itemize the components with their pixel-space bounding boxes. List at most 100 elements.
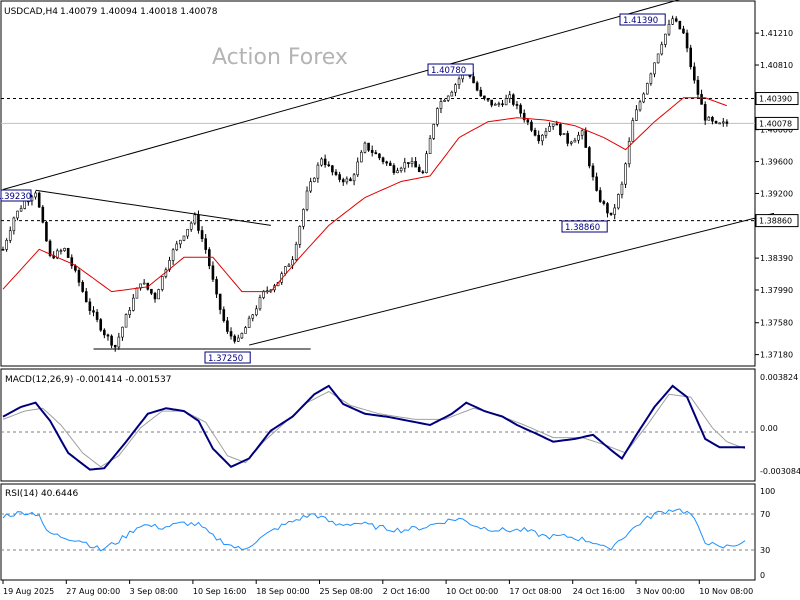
level-price-label: 1.40390 — [759, 95, 792, 104]
candle-body — [233, 335, 236, 342]
candle-body — [627, 141, 631, 165]
candle-body — [360, 151, 363, 163]
candle-body — [645, 83, 649, 95]
candle-body — [34, 192, 37, 198]
candle-body — [66, 248, 70, 258]
candle-body — [70, 257, 74, 267]
candle-body — [555, 123, 559, 126]
downtrend-line — [35, 189, 271, 226]
price-panel: USDCAD,H4 1.40079 1.40094 1.40018 1.4007… — [0, 0, 799, 367]
candle-body — [410, 161, 414, 164]
rsi-line — [2, 508, 746, 552]
candle-body — [617, 194, 620, 209]
price-tick-label: 1.38390 — [760, 254, 793, 263]
candle-body — [457, 78, 461, 86]
candle-body — [613, 207, 616, 215]
candle-body — [606, 203, 609, 214]
price-annotation-label: 1.37250 — [208, 354, 243, 364]
candle-body — [541, 134, 544, 142]
candle-body — [12, 217, 16, 232]
candle-body — [602, 201, 606, 204]
candle-body — [103, 329, 106, 336]
candle-body — [671, 18, 674, 25]
candle-body — [475, 82, 479, 91]
candle-body — [682, 28, 685, 34]
candle-body — [171, 249, 175, 261]
candle-body — [291, 259, 294, 266]
candle-body — [392, 165, 396, 174]
candle-body — [515, 104, 519, 106]
candle-body — [92, 310, 95, 313]
price-annotations: 1.41390 1.40780 1.38860 1.37250 1.39230 — [0, 13, 666, 364]
price-tick-label: 1.37180 — [760, 351, 793, 360]
candle-body — [157, 289, 160, 300]
candle-body — [331, 165, 334, 173]
candle-body — [63, 248, 66, 251]
watermark: Action Forex — [212, 45, 348, 70]
candle-body — [294, 244, 298, 260]
candle-body — [99, 319, 103, 331]
candle-body — [16, 210, 19, 219]
candle-body — [519, 104, 522, 114]
candle-body — [548, 126, 551, 132]
candle-body — [81, 281, 84, 292]
candle-body — [142, 282, 146, 285]
time-tick-label: 10 Oct 00:00 — [446, 587, 498, 596]
candle-body — [707, 116, 711, 121]
candle-body — [349, 178, 352, 182]
candle-body — [37, 192, 41, 208]
ohlc-readout: 1.40079 1.40094 1.40018 1.40078 — [60, 7, 218, 17]
time-tick-label: 3 Sep 08:00 — [130, 587, 178, 596]
candle-body — [247, 317, 251, 328]
candle-body — [356, 161, 360, 176]
candle-body — [425, 153, 428, 173]
trend-lines — [2, 0, 775, 350]
candle-body — [215, 279, 218, 295]
candle-body — [8, 230, 12, 241]
candle-body — [472, 76, 475, 84]
candle-body — [240, 332, 244, 339]
level-price-tag — [755, 116, 799, 130]
rsi-tick-label: 100 — [760, 487, 775, 496]
candle-body — [41, 206, 45, 223]
candle-body — [363, 142, 367, 153]
price-annotation-label: 1.41390 — [623, 16, 658, 26]
candle-body — [714, 120, 718, 124]
price-annotation-label: 1.39230 — [0, 192, 31, 202]
candle-body — [577, 134, 580, 141]
candle-body — [533, 129, 537, 136]
candle-body — [396, 170, 399, 174]
candle-body — [338, 174, 341, 180]
candle-body — [421, 171, 425, 174]
candle-body — [222, 309, 226, 322]
time-tick-label: 17 Oct 08:00 — [509, 587, 561, 596]
time-tick-label: 10 Sep 16:00 — [193, 587, 246, 596]
chart-title: USDCAD,H4 — [4, 7, 58, 17]
candle-body — [168, 260, 171, 271]
candle-body — [182, 235, 186, 241]
candle-body — [417, 166, 421, 173]
candle-body — [95, 311, 99, 320]
candle-body — [200, 230, 204, 239]
candle-body — [501, 103, 504, 106]
moving-average-line — [2, 97, 728, 293]
candle-body — [153, 292, 157, 300]
price-tick-label: 1.37580 — [760, 319, 793, 328]
time-tick-label: 10 Nov 08:00 — [699, 587, 753, 596]
candle-body — [19, 208, 23, 212]
candle-body — [77, 270, 81, 283]
candle-body — [653, 62, 656, 75]
candle-body — [664, 33, 667, 45]
level-price-tag — [755, 92, 799, 106]
candle-body — [110, 335, 113, 346]
candle-body — [450, 91, 454, 97]
candle-body — [255, 308, 258, 316]
candle-body — [443, 100, 446, 102]
macd-panel: MACD(12,26,9) -0.001414 -0.001537 0.0038… — [0, 368, 800, 482]
candle-body — [1, 249, 5, 251]
candle-body — [591, 165, 595, 178]
candle-body — [562, 133, 566, 136]
candle-body — [23, 200, 27, 209]
candle-body — [160, 276, 164, 290]
candle-body — [725, 121, 729, 124]
